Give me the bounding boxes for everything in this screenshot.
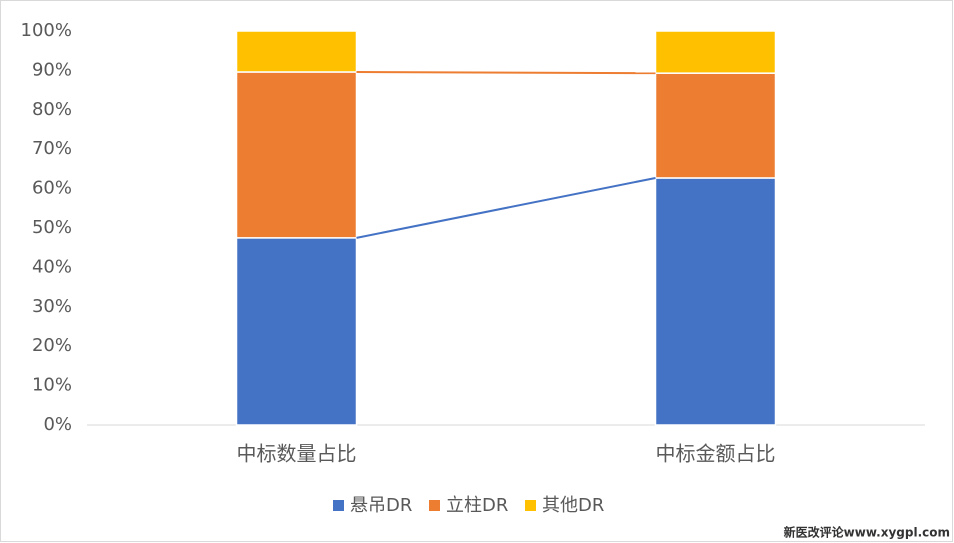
- bar-segment: [654, 177, 777, 426]
- bar-segment: [654, 30, 777, 74]
- legend-swatch: [429, 500, 440, 511]
- y-tick-label: 30%: [32, 296, 72, 317]
- legend-swatch: [525, 500, 536, 511]
- y-tick-label: 10%: [32, 375, 72, 396]
- y-tick-label: 90%: [32, 59, 72, 80]
- watermark: 新医改评论www.xygpl.com: [784, 525, 950, 540]
- y-tick-label: 0%: [43, 414, 72, 435]
- y-tick-label: 20%: [32, 335, 72, 356]
- y-tick-label: 50%: [32, 217, 72, 238]
- x-tick-label: 中标金额占比: [656, 442, 776, 466]
- bar-segment: [235, 237, 358, 426]
- legend-label: 其他DR: [542, 495, 604, 516]
- bar-segment: [654, 72, 777, 179]
- bar-segment: [235, 71, 358, 239]
- y-tick-label: 100%: [21, 20, 72, 41]
- series-line: [356, 70, 656, 75]
- legend-label: 悬吊DR: [350, 495, 412, 516]
- y-tick-label: 60%: [32, 178, 72, 199]
- y-tick-label: 80%: [32, 99, 72, 120]
- bar-segment: [235, 30, 358, 73]
- series-line: [356, 176, 656, 239]
- legend-label: 立柱DR: [446, 495, 508, 516]
- legend-swatch: [333, 500, 344, 511]
- x-tick-label: 中标数量占比: [237, 442, 357, 466]
- y-tick-label: 40%: [32, 256, 72, 277]
- y-tick-label: 70%: [32, 138, 72, 159]
